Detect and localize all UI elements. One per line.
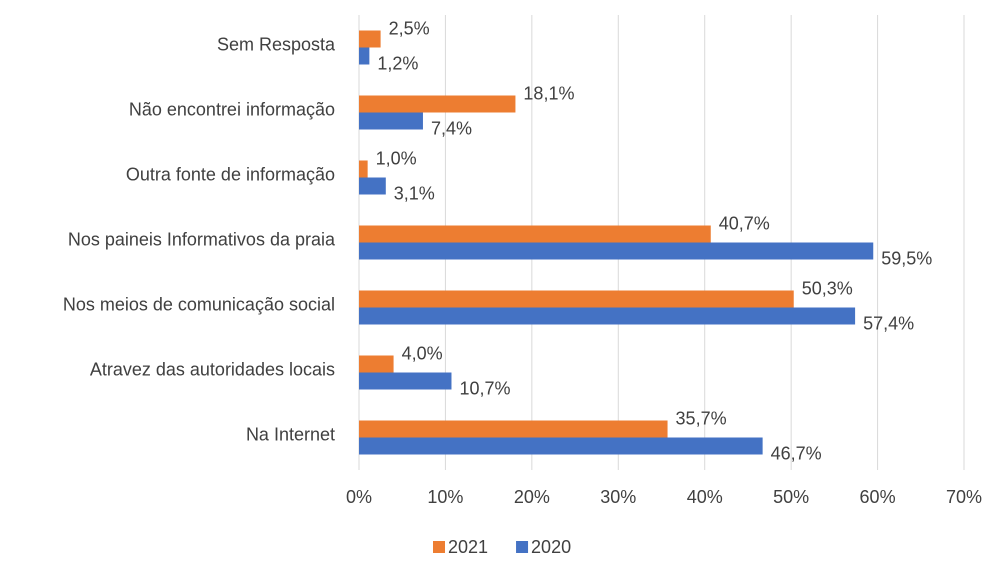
legend-label: 2020 bbox=[531, 537, 571, 557]
value-label: 18,1% bbox=[523, 83, 574, 103]
x-tick-label: 30% bbox=[600, 487, 636, 507]
bar bbox=[359, 290, 794, 308]
bar bbox=[359, 112, 423, 130]
bar bbox=[359, 225, 711, 243]
value-label: 59,5% bbox=[881, 248, 932, 268]
y-tick-label: Sem Resposta bbox=[217, 34, 336, 54]
bar bbox=[359, 160, 368, 178]
bar bbox=[359, 177, 386, 195]
x-tick-label: 20% bbox=[514, 487, 550, 507]
value-label: 10,7% bbox=[459, 378, 510, 398]
value-label: 46,7% bbox=[771, 443, 822, 463]
bar bbox=[359, 95, 516, 113]
bar bbox=[359, 355, 394, 373]
bar bbox=[359, 420, 668, 438]
bar bbox=[359, 47, 370, 65]
value-label: 4,0% bbox=[402, 343, 443, 363]
bar bbox=[359, 307, 856, 325]
x-tick-label: 70% bbox=[946, 487, 982, 507]
y-tick-label: Na Internet bbox=[246, 424, 335, 444]
legend-swatch bbox=[516, 541, 529, 553]
x-tick-label: 50% bbox=[773, 487, 809, 507]
y-tick-label: Nos paineis Informativos da praia bbox=[68, 229, 336, 249]
value-label: 35,7% bbox=[676, 408, 727, 428]
x-tick-label: 10% bbox=[427, 487, 463, 507]
value-label: 1,0% bbox=[376, 148, 417, 168]
bar bbox=[359, 437, 763, 455]
value-label: 1,2% bbox=[377, 53, 418, 73]
y-tick-label: Não encontrei informação bbox=[129, 99, 335, 119]
y-tick-label: Nos meios de comunicação social bbox=[63, 294, 335, 314]
y-tick-label: Outra fonte de informação bbox=[126, 164, 335, 184]
bar bbox=[359, 372, 452, 390]
value-label: 57,4% bbox=[863, 313, 914, 333]
legend-swatch bbox=[433, 541, 445, 553]
value-label: 40,7% bbox=[719, 213, 770, 233]
value-label: 7,4% bbox=[431, 118, 472, 138]
y-tick-label: Atravez das autoridades locais bbox=[90, 359, 335, 379]
x-tick-label: 40% bbox=[687, 487, 723, 507]
value-label: 2,5% bbox=[389, 18, 430, 38]
bar bbox=[359, 242, 874, 260]
x-tick-label: 0% bbox=[346, 487, 372, 507]
legend-label: 2021 bbox=[448, 537, 488, 557]
x-tick-label: 60% bbox=[860, 487, 896, 507]
bar bbox=[359, 30, 381, 48]
value-label: 50,3% bbox=[802, 278, 853, 298]
value-label: 3,1% bbox=[394, 183, 435, 203]
